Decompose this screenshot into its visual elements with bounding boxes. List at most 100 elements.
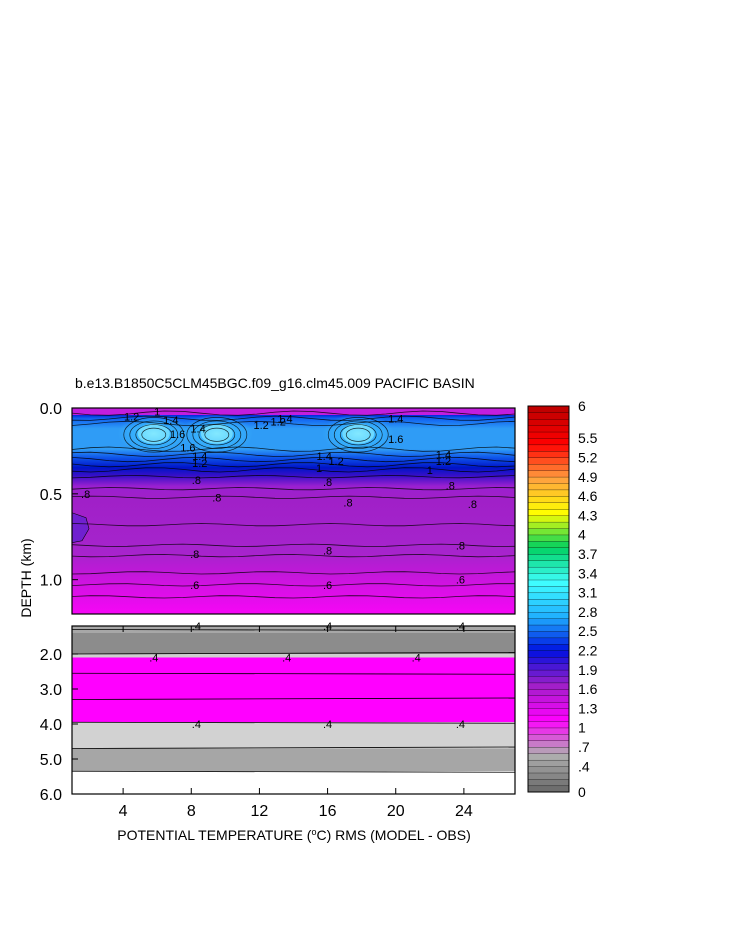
upper-panel — [71, 407, 516, 615]
hotspot-contour-1-1 — [204, 427, 230, 442]
contour-label-1: 1 — [154, 406, 160, 418]
colorbar-label-3: 1 — [578, 720, 586, 736]
contour-label-32: .4 — [192, 621, 201, 633]
contour-line-9 — [72, 487, 515, 491]
x-tick-label-2: 12 — [251, 803, 269, 820]
colorbar-segment-12 — [527, 708, 570, 716]
upper-frame — [71, 407, 516, 615]
contour-line-10 — [72, 495, 515, 499]
colorbar-segment-24 — [527, 631, 570, 639]
lower-contour-1 — [72, 652, 515, 655]
colorbar-segment-47 — [527, 483, 570, 491]
contour-line-15 — [72, 583, 515, 587]
colorbar-segment-20 — [527, 656, 570, 664]
colorbar-segment-57 — [527, 418, 570, 426]
lower-contour-5 — [72, 746, 515, 749]
y-tick-label-lower-4: 6.0 — [40, 787, 62, 804]
colorbar-segment-56 — [527, 425, 570, 433]
colorbar-segment-36 — [527, 553, 570, 561]
colorbar-segment-45 — [527, 495, 570, 503]
contour-label-29: .6 — [190, 580, 199, 592]
colorbar-segment-25 — [527, 624, 570, 632]
hotspot-contour-2-4 — [327, 417, 389, 453]
contour-label-7: 1.4 — [277, 413, 292, 425]
deep-patch-3 — [72, 512, 90, 544]
contour-label-37: .4 — [412, 653, 421, 665]
contour-label-24: .8 — [343, 497, 352, 509]
hotspot-core-0 — [137, 423, 170, 444]
colorbar-segment-37 — [527, 547, 570, 555]
colorbar-segment-16 — [527, 682, 570, 690]
colorbar-frame — [527, 405, 570, 793]
colorbar-label-4: 1.3 — [578, 700, 598, 716]
y-tick-label-upper-2: 1.0 — [40, 573, 62, 590]
colorbar-segment-48 — [527, 476, 570, 484]
contour-label-22: .8 — [81, 489, 90, 501]
hotspot-core-1 — [200, 423, 233, 444]
contour-label-31: .6 — [456, 575, 465, 587]
colorbar-label-9: 2.8 — [578, 604, 598, 620]
y-tick-label-lower-1: 3.0 — [40, 682, 62, 699]
contour-label-5: 1.2 — [253, 420, 268, 432]
colorbar-label-7: 2.2 — [578, 642, 598, 658]
contour-label-10: 1.6 — [180, 442, 195, 454]
hotspot-contour-1-3 — [192, 420, 242, 449]
colorbar-segment-33 — [527, 573, 570, 581]
colorbar-segment-8 — [527, 733, 570, 741]
x-tick-label-3: 16 — [319, 803, 337, 820]
x-axis-label: POTENTIAL TEMPERATURE (oC) RMS (MODEL - … — [117, 827, 471, 843]
contour-label-6: 1.2 — [271, 417, 286, 429]
colorbar-segment-39 — [527, 534, 570, 542]
colorbar-segment-23 — [527, 637, 570, 645]
colorbar-segment-9 — [527, 727, 570, 735]
colorbar-segment-1 — [527, 778, 570, 787]
hotspot-contour-2-3 — [333, 420, 383, 449]
colorbar-label-8: 2.5 — [578, 623, 598, 639]
colorbar-segment-53 — [527, 444, 570, 452]
colorbar-segment-7 — [527, 740, 570, 748]
lower-contour-6 — [72, 770, 515, 773]
y-tick-label-upper-0: 0.0 — [40, 401, 62, 418]
contour-label-9: 1.6 — [388, 434, 403, 446]
colorbar-segment-22 — [527, 643, 570, 651]
colorbar-segment-11 — [527, 714, 570, 722]
contour-line-14 — [72, 571, 515, 575]
contour-line-8 — [72, 475, 515, 479]
hotspot-contour-0-1 — [141, 427, 167, 442]
hotspot-contour-1-2 — [198, 424, 236, 446]
lower-contour-0 — [72, 629, 515, 631]
colorbar-segment-4 — [527, 759, 570, 767]
contour-label-2: 1.4 — [163, 415, 178, 427]
contour-label-30: .6 — [323, 580, 332, 592]
colorbar-label-19: 6 — [578, 398, 586, 414]
chart-title: b.e13.B1850C5CLM45BGC.f09_g16.clm45.009 … — [75, 375, 475, 391]
colorbar-segment-42 — [527, 515, 570, 523]
contour-label-3: 1.6 — [170, 429, 185, 441]
contour-label-0: 1.2 — [124, 412, 139, 424]
contour-label-39: .4 — [323, 719, 332, 731]
y-tick-label-upper-1: 0.5 — [40, 487, 62, 504]
colorbar-segment-54 — [527, 438, 570, 446]
colorbar-label-0: 0 — [578, 784, 586, 800]
hotspot-contour-0-3 — [129, 420, 179, 449]
colorbar-label-11: 3.4 — [578, 565, 598, 581]
depth-band-6 — [72, 771, 515, 794]
colorbar-label-12: 3.7 — [578, 546, 598, 562]
colorbar-segment-50 — [527, 463, 570, 471]
colorbar-segment-59 — [527, 405, 570, 413]
colorbar-segment-46 — [527, 489, 570, 497]
contour-label-11: 1.4 — [192, 451, 207, 463]
depth-band-4 — [72, 722, 515, 749]
contour-label-14: 1.2 — [328, 456, 343, 468]
colorbar-segment-10 — [527, 721, 570, 729]
contour-label-25: .8 — [468, 499, 477, 511]
colorbar-segment-26 — [527, 618, 570, 626]
colorbar-segment-40 — [527, 528, 570, 536]
lower-panel — [71, 625, 516, 795]
contour-label-20: .8 — [323, 477, 332, 489]
contour-label-28: .8 — [456, 540, 465, 552]
colorbar-label-15: 4.6 — [578, 488, 598, 504]
contour-label-35: .4 — [149, 653, 158, 665]
colorbar-label-17: 5.2 — [578, 449, 598, 465]
